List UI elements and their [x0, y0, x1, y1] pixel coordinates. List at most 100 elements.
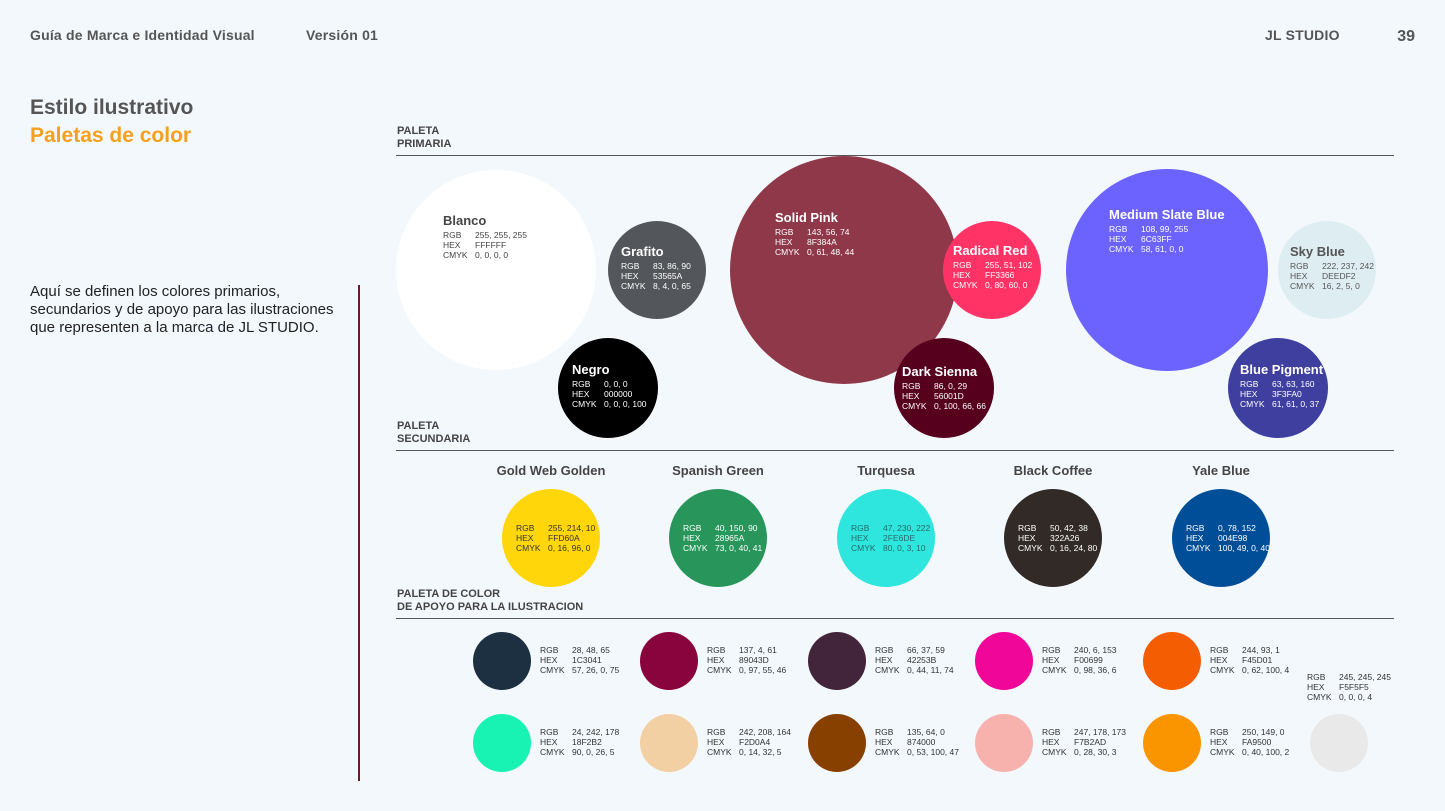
- value-rgb: 137, 4, 61: [739, 645, 777, 655]
- value-row-rgb: RGB 0, 78, 152: [1186, 523, 1270, 533]
- swatch-info-sky-blue: Sky Blue RGB 222, 237, 242 HEX DEEDF2 CMYK 16,…: [1290, 244, 1374, 291]
- value-hex: 28965A: [715, 533, 745, 543]
- value-row-rgb: RGB 222, 237, 242: [1290, 261, 1374, 271]
- support-info-f7b2ad: RGB 247, 178, 173 HEX F7B2AD CMYK 0, 28, 30, …: [1042, 727, 1126, 757]
- value-row-rgb: RGB 137, 4, 61: [707, 645, 786, 655]
- section-title: Estilo ilustrativo: [30, 96, 194, 119]
- value-key-cmyk: CMYK: [1240, 399, 1265, 409]
- value-cmyk: 100, 49, 0, 40: [1218, 543, 1270, 553]
- value-key-rgb: RGB: [1210, 645, 1229, 655]
- value-cmyk: 61, 61, 0, 37: [1272, 399, 1320, 409]
- value-row-hex: HEX F45D01: [1210, 655, 1289, 665]
- studio-name: JL STUDIO: [1265, 27, 1340, 43]
- value-key-rgb: RGB: [1042, 645, 1061, 655]
- value-row-hex: HEX FF3366: [953, 270, 1032, 280]
- support-info-f2d0a4: RGB 242, 208, 164 HEX F2D0A4 CMYK 0, 14, 32, …: [707, 727, 791, 757]
- value-key-hex: HEX: [1210, 655, 1228, 665]
- support-swatch-f00699: [975, 632, 1033, 690]
- value-rgb: 245, 245, 245: [1339, 672, 1391, 682]
- value-cmyk: 0, 16, 24, 80: [1050, 543, 1098, 553]
- value-row-hex: HEX 322A26: [1018, 533, 1097, 543]
- value-row-rgb: RGB 86, 0, 29: [902, 381, 986, 391]
- support-info-f5f5f5: RGB 245, 245, 245 HEX F5F5F5 CMYK 0, 0, 0, 4: [1307, 672, 1391, 702]
- value-row-rgb: RGB 108, 99, 255: [1109, 224, 1225, 234]
- value-row-cmyk: CMYK 0, 0, 0, 4: [1307, 692, 1391, 702]
- value-key-cmyk: CMYK: [1042, 665, 1067, 675]
- value-row-rgb: RGB 255, 255, 255: [443, 230, 527, 240]
- value-cmyk: 73, 0, 40, 41: [715, 543, 763, 553]
- value-row-rgb: RGB 66, 37, 59: [875, 645, 954, 655]
- value-row-hex: HEX 874000: [875, 737, 959, 747]
- value-hex: FFD60A: [548, 533, 580, 543]
- value-row-cmyk: CMYK 61, 61, 0, 37: [1240, 399, 1323, 409]
- value-hex: F45D01: [1242, 655, 1273, 665]
- value-row-cmyk: CMYK 8, 4, 0, 65: [621, 281, 691, 291]
- value-cmyk: 0, 44, 11, 74: [907, 665, 954, 675]
- support-info-f00699: RGB 240, 6, 153 HEX F00699 CMYK 0, 98, 36, 6: [1042, 645, 1117, 675]
- value-key-hex: HEX: [443, 240, 461, 250]
- value-cmyk: 0, 40, 100, 2: [1242, 747, 1290, 757]
- value-cmyk: 80, 0, 3, 10: [883, 543, 926, 553]
- support-swatch-18f2b2: [473, 714, 531, 772]
- value-hex: 322A26: [1050, 533, 1080, 543]
- value-rgb: 86, 0, 29: [934, 381, 968, 391]
- value-row-cmyk: CMYK 0, 44, 11, 74: [875, 665, 954, 675]
- value-key-cmyk: CMYK: [1307, 692, 1332, 702]
- value-hex: 18F2B2: [572, 737, 602, 747]
- swatch-name: Radical Red: [953, 243, 1028, 258]
- swatch-spanish-green: [669, 489, 767, 587]
- support-info-fa9500: RGB 250, 149, 0 HEX FA9500 CMYK 0, 40, 100, 2: [1210, 727, 1289, 757]
- value-cmyk: 0, 28, 30, 3: [1074, 747, 1117, 757]
- value-key-cmyk: CMYK: [1210, 747, 1235, 757]
- value-row-hex: HEX 56001D: [902, 391, 986, 401]
- value-cmyk: 0, 0, 0, 4: [1339, 692, 1373, 702]
- value-cmyk: 0, 62, 100, 4: [1242, 665, 1290, 675]
- value-rgb: 63, 63, 160: [1272, 379, 1315, 389]
- value-key-rgb: RGB: [443, 230, 462, 240]
- value-row-rgb: RGB 247, 178, 173: [1042, 727, 1126, 737]
- value-key-rgb: RGB: [707, 645, 726, 655]
- swatch-info-turquesa: RGB 47, 230, 222 HEX 2FE6DE CMYK 80, 0, 3, 10: [851, 523, 930, 553]
- value-key-rgb: RGB: [953, 260, 972, 270]
- support-swatch-f5f5f5: [1310, 714, 1368, 772]
- value-rgb: 242, 208, 164: [739, 727, 791, 737]
- document-title: Guía de Marca e Identidad Visual: [30, 27, 255, 43]
- swatch-blue-pigment: [1228, 338, 1328, 438]
- value-cmyk: 90, 0, 26, 5: [572, 747, 615, 757]
- support-palette-label: PALETA DE COLOR DE APOYO PARA LA ILUSTRA…: [397, 588, 584, 613]
- value-hex: 8F384A: [807, 237, 837, 247]
- value-key-rgb: RGB: [851, 523, 870, 533]
- value-row-hex: HEX 2FE6DE: [851, 533, 930, 543]
- swatch-name-gold-web-golden: Gold Web Golden: [496, 463, 606, 478]
- value-row-hex: HEX F00699: [1042, 655, 1117, 665]
- value-row-hex: HEX 89043D: [707, 655, 786, 665]
- secondary-palette-label: PALETA SECUNDARIA: [397, 420, 471, 445]
- value-cmyk: 58, 61, 0, 0: [1141, 244, 1184, 254]
- value-rgb: 255, 51, 102: [985, 260, 1033, 270]
- swatch-name-spanish-green: Spanish Green: [672, 463, 764, 478]
- value-key-rgb: RGB: [1240, 379, 1259, 389]
- value-rgb: 0, 0, 0: [604, 379, 628, 389]
- value-row-rgb: RGB 47, 230, 222: [851, 523, 930, 533]
- version-label: Versión 01: [306, 27, 379, 43]
- value-row-cmyk: CMYK 58, 61, 0, 0: [1109, 244, 1225, 254]
- swatch-name: Sky Blue: [1290, 244, 1345, 259]
- value-hex: DEEDF2: [1322, 271, 1356, 281]
- value-hex: FF3366: [985, 270, 1015, 280]
- value-key-cmyk: CMYK: [540, 747, 565, 757]
- value-key-cmyk: CMYK: [875, 747, 900, 757]
- value-key-hex: HEX: [1109, 234, 1127, 244]
- value-hex: F5F5F5: [1339, 682, 1369, 692]
- value-rgb: 66, 37, 59: [907, 645, 945, 655]
- support-swatch-874000: [808, 714, 866, 772]
- value-hex: 56001D: [934, 391, 964, 401]
- swatch-black-coffee: [1004, 489, 1102, 587]
- value-row-cmyk: CMYK 0, 98, 36, 6: [1042, 665, 1117, 675]
- value-key-hex: HEX: [1018, 533, 1036, 543]
- value-key-rgb: RGB: [1042, 727, 1061, 737]
- swatch-grafito: [608, 221, 706, 319]
- value-key-hex: HEX: [1307, 682, 1325, 692]
- support-swatch-f45d01: [1143, 632, 1201, 690]
- value-row-hex: HEX F7B2AD: [1042, 737, 1126, 747]
- value-key-rgb: RGB: [621, 261, 640, 271]
